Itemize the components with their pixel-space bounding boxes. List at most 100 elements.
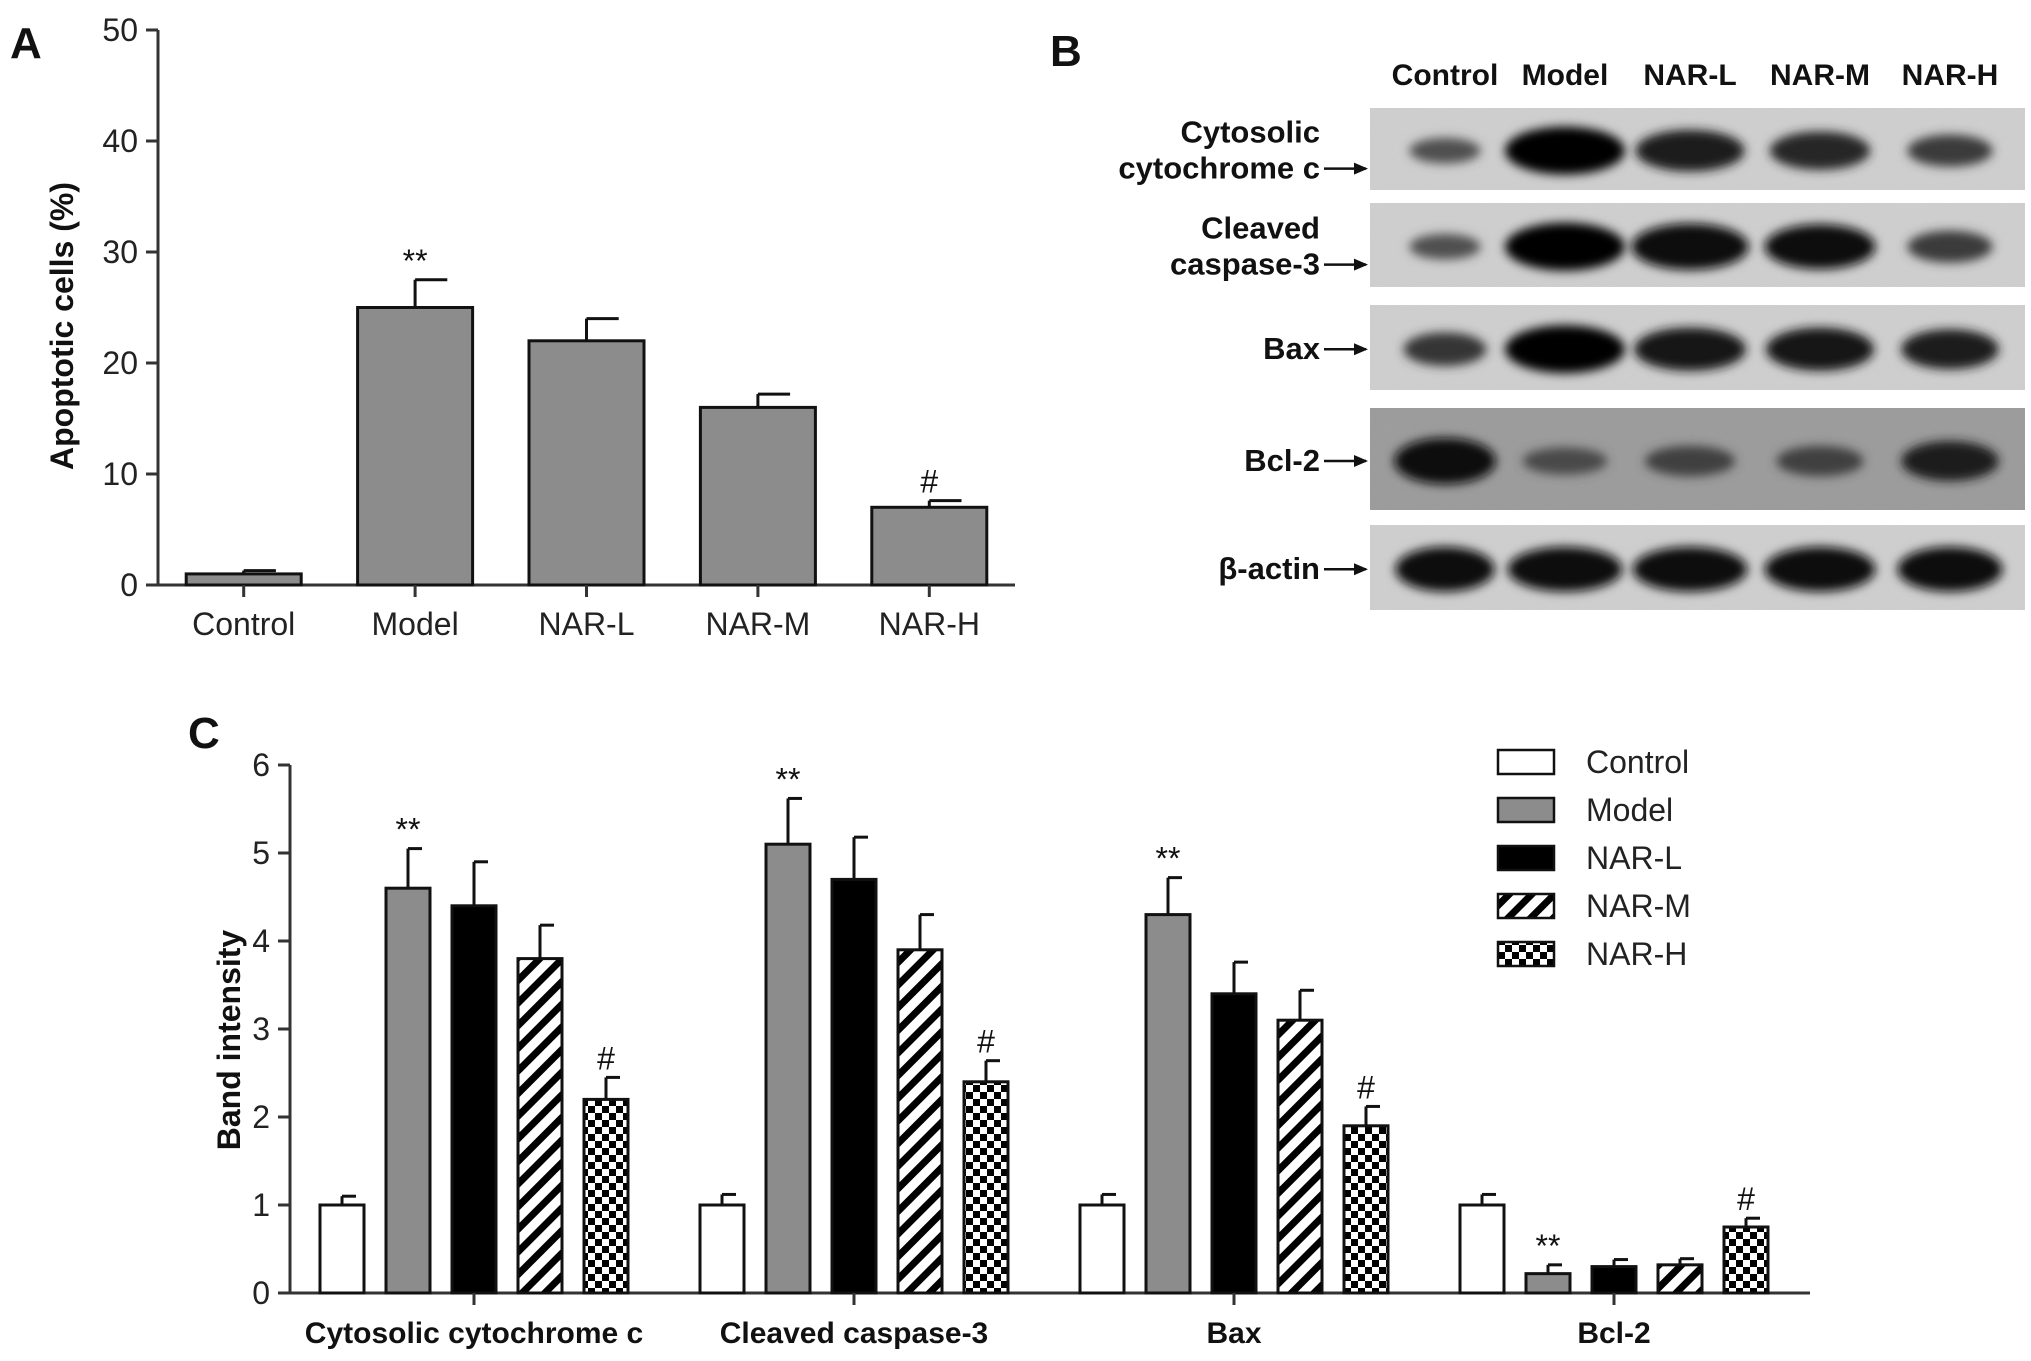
panel-c-letter: C [188, 709, 220, 758]
blot-row-label: Cleaved [1201, 211, 1320, 246]
chart-c-significance: ** [776, 761, 801, 797]
chart-a-category-label: NAR-M [705, 606, 810, 642]
blot-lane-label: Model [1522, 59, 1609, 92]
blot-arrow-head [1354, 563, 1368, 576]
blot-band [1901, 441, 1999, 482]
chart-a-bar [527, 339, 646, 587]
chart-c-bar [1342, 1124, 1390, 1295]
chart-c-legend: Control Model NAR-L NAR-M NAR-H [1496, 744, 1691, 972]
blot-arrow-head [1354, 455, 1368, 468]
legend-label: NAR-H [1586, 936, 1687, 972]
chart-a-ytick-label: 10 [102, 456, 138, 492]
chart-c-category-label: Bcl-2 [1577, 1317, 1650, 1350]
blot-band [1632, 546, 1748, 592]
blot-row-label: Cytosolic [1180, 115, 1320, 150]
chart-a: Apoptotic cells (%) 0 10 20 30 40 50 Control Mo… [44, 12, 1015, 642]
blot-lane-label: Control [1392, 59, 1499, 92]
chart-c-bar [764, 842, 812, 1295]
blot-band [1765, 327, 1875, 371]
blot-band [1764, 546, 1876, 592]
blot-band [1769, 131, 1871, 170]
blot-lane-label: NAR-H [1902, 59, 1999, 92]
chart-c-ylabel: Band intensity [211, 930, 247, 1151]
panel-b-letter: B [1050, 27, 1082, 76]
chart-c-bar [384, 886, 432, 1295]
blot-arrow-head [1354, 343, 1368, 356]
legend-swatch [1496, 748, 1556, 776]
chart-a-ytick-label: 30 [102, 234, 138, 270]
chart-c-bar [1656, 1263, 1704, 1295]
chart-c-significance: # [1357, 1069, 1375, 1105]
blot-band [1403, 332, 1487, 367]
chart-c-bar [1078, 1203, 1126, 1295]
chart-c-bar [1722, 1225, 1770, 1295]
chart-c-significance: ** [1536, 1228, 1561, 1264]
chart-c-bar [1276, 1018, 1324, 1295]
legend-label: Model [1586, 792, 1673, 828]
legend-swatch [1496, 796, 1556, 824]
chart-a-bar [870, 505, 989, 587]
chart-c-category-label: Cleaved caspase-3 [720, 1317, 989, 1350]
chart-c-ytick-label: 4 [252, 923, 270, 959]
panel-a-letter: A [10, 19, 42, 68]
blot-row-label: caspase-3 [1170, 247, 1320, 282]
blot-band [1901, 329, 1999, 370]
chart-c-ytick-label: 6 [252, 747, 270, 783]
chart-c-significance: # [1737, 1181, 1755, 1217]
chart-c-bar [318, 1203, 366, 1295]
legend-label: Control [1586, 744, 1689, 780]
chart-a-bar [698, 405, 817, 587]
legend-swatch [1496, 844, 1556, 872]
chart-c: Band intensity 0 1 2 3 4 5 6 ** # Cytosolic cytoc… [211, 747, 1810, 1350]
blot-arrow-head [1354, 258, 1368, 271]
blot-band [1635, 129, 1745, 172]
chart-a-ytick-label: 40 [102, 123, 138, 159]
chart-c-bar [582, 1097, 630, 1295]
chart-c-significance: ** [396, 812, 421, 848]
chart-c-ytick-label: 0 [252, 1275, 270, 1311]
blot-band [1505, 325, 1625, 374]
blot-arrow-head [1354, 162, 1368, 175]
blot-row-label: cytochrome c [1118, 151, 1320, 186]
blot-row-label: Bax [1263, 331, 1321, 366]
chart-c-category-label: Bax [1206, 1317, 1261, 1350]
chart-c-bar [1524, 1272, 1572, 1295]
chart-c-significance: ** [1156, 841, 1181, 877]
chart-a-ytick-label: 0 [120, 567, 138, 603]
chart-c-bar [962, 1080, 1010, 1295]
chart-c-bar [1458, 1203, 1506, 1295]
chart-c-ytick-label: 3 [252, 1011, 270, 1047]
blot-band [1634, 327, 1746, 371]
chart-c-ytick-label: 5 [252, 835, 270, 871]
blot-band [1522, 447, 1608, 475]
chart-a-bar [356, 306, 475, 587]
chart-c-ytick-label: 1 [252, 1187, 270, 1223]
blot-lane-label: NAR-L [1643, 59, 1736, 92]
blot-band [1409, 233, 1481, 260]
legend-label: NAR-M [1586, 888, 1691, 924]
chart-c-bar [516, 957, 564, 1295]
blot-band [1907, 134, 1993, 167]
chart-a-significance: # [920, 464, 938, 500]
chart-c-significance: # [977, 1024, 995, 1060]
western-blot: Control Model NAR-L NAR-M NAR-H Cytosoliccyto… [1118, 59, 2025, 610]
blot-band [1907, 230, 1993, 263]
chart-a-category-label: Control [192, 606, 295, 642]
chart-a-category-label: Model [372, 606, 459, 642]
chart-c-bar [830, 877, 878, 1295]
legend-swatch [1496, 940, 1556, 968]
blot-row-label: Bcl-2 [1244, 443, 1320, 478]
chart-a-significance: ** [403, 243, 428, 279]
blot-band [1394, 437, 1496, 485]
blot-band [1776, 445, 1864, 477]
legend-label: NAR-L [1586, 840, 1682, 876]
chart-a-ytick-label: 20 [102, 345, 138, 381]
legend-swatch [1496, 892, 1556, 920]
chart-a-bar [184, 572, 303, 587]
blot-row-label: β-actin [1218, 551, 1320, 586]
blot-band [1505, 222, 1625, 271]
chart-c-bar [1144, 913, 1192, 1295]
blot-band [1507, 546, 1623, 592]
chart-a-ytick-label: 50 [102, 12, 138, 48]
